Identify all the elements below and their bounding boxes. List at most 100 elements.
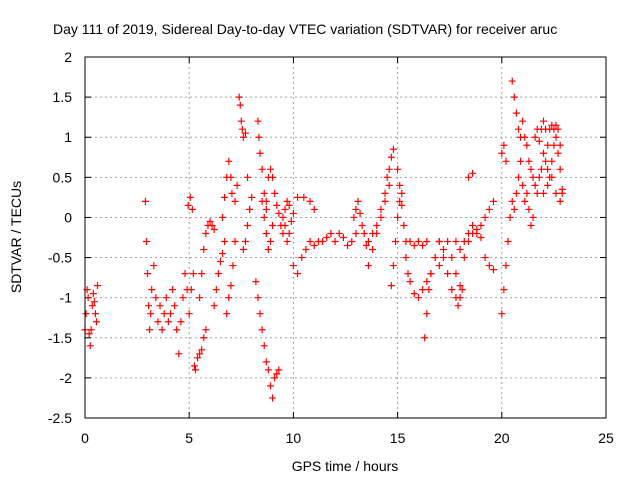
data-point — [158, 326, 166, 334]
data-point — [146, 326, 154, 334]
data-point — [469, 229, 477, 237]
data-point — [227, 282, 235, 290]
data-point — [196, 294, 204, 302]
y-tick-label: 0 — [64, 209, 72, 225]
data-point — [456, 282, 464, 290]
data-point — [248, 193, 256, 201]
data-point — [212, 286, 220, 294]
data-point — [198, 270, 206, 278]
y-tick-label: 0.5 — [53, 169, 73, 185]
data-point — [544, 141, 552, 149]
data-point — [194, 354, 202, 362]
data-point — [556, 197, 564, 205]
data-point — [239, 246, 247, 254]
chart-title: Day 111 of 2019, Sidereal Day-to-day VTE… — [53, 21, 557, 37]
data-point — [519, 181, 527, 189]
data-point — [327, 229, 335, 237]
data-point — [141, 197, 149, 205]
data-point — [339, 234, 347, 241]
data-point — [142, 238, 150, 246]
data-point — [271, 189, 279, 197]
data-point — [258, 165, 266, 173]
data-series-sdtvar — [81, 77, 566, 402]
data-point — [221, 193, 229, 201]
data-point — [281, 221, 289, 229]
data-point — [144, 270, 152, 278]
data-point — [404, 270, 412, 278]
data-point — [187, 286, 195, 294]
data-point — [206, 217, 214, 225]
data-point — [396, 181, 404, 189]
data-point — [481, 213, 489, 221]
data-point — [460, 254, 468, 262]
data-point — [87, 326, 95, 334]
data-point — [185, 310, 193, 318]
data-point — [223, 310, 231, 318]
data-point — [262, 205, 270, 213]
data-point — [477, 234, 485, 241]
data-point — [225, 294, 233, 302]
data-point — [191, 366, 199, 374]
data-point — [175, 350, 183, 358]
data-point — [394, 165, 402, 173]
data-point — [181, 270, 189, 278]
data-point — [285, 229, 293, 237]
data-point — [91, 310, 99, 318]
data-point — [477, 221, 485, 229]
data-point — [531, 181, 539, 189]
x-tick-label: 5 — [185, 430, 193, 446]
data-point — [454, 302, 462, 310]
data-point — [502, 157, 510, 165]
data-point — [189, 270, 197, 278]
data-point — [485, 262, 493, 270]
data-point — [439, 246, 447, 254]
data-point — [145, 302, 153, 310]
data-point — [402, 254, 410, 262]
data-point — [190, 362, 198, 370]
data-point — [544, 181, 552, 189]
data-point — [500, 141, 508, 149]
data-point — [302, 246, 310, 254]
data-point — [464, 238, 472, 246]
data-point — [435, 238, 443, 246]
data-point — [200, 246, 208, 254]
data-point — [423, 278, 431, 286]
data-point — [252, 278, 260, 286]
data-point — [285, 201, 293, 209]
data-point — [244, 173, 252, 181]
data-point — [294, 193, 302, 201]
data-point — [319, 238, 327, 246]
data-point — [350, 213, 358, 221]
data-point — [210, 302, 218, 310]
data-point — [219, 250, 227, 258]
data-point — [517, 157, 525, 165]
data-point — [364, 238, 372, 246]
data-point — [464, 173, 472, 181]
data-point — [86, 342, 94, 350]
data-point — [283, 197, 291, 205]
data-point — [414, 294, 422, 302]
data-point — [444, 238, 452, 246]
data-point — [310, 242, 318, 250]
data-point — [246, 205, 254, 213]
data-point — [398, 189, 406, 197]
data-point — [548, 157, 556, 165]
data-point — [266, 238, 274, 246]
data-point — [147, 310, 155, 318]
y-tick-label: 1.5 — [53, 89, 73, 105]
data-point — [383, 173, 391, 181]
data-point — [216, 258, 224, 266]
data-point — [456, 246, 464, 254]
data-point — [398, 201, 406, 209]
data-point — [186, 193, 194, 201]
data-point — [514, 173, 522, 181]
data-point — [373, 229, 381, 237]
data-point — [514, 125, 522, 133]
data-point — [406, 278, 414, 286]
data-point — [452, 270, 460, 278]
data-point — [221, 238, 229, 246]
data-point — [275, 209, 283, 217]
data-point — [210, 225, 218, 233]
data-point — [294, 270, 302, 278]
data-point — [469, 169, 477, 177]
